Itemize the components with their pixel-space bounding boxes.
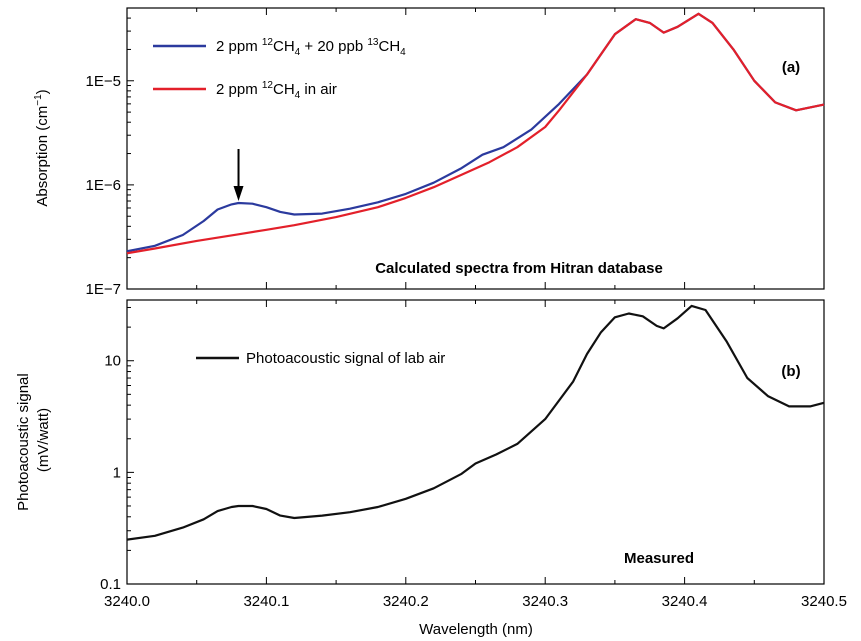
arrow-marker — [233, 149, 244, 201]
panel-b-y-ticks: 0.1 1 10 — [100, 306, 134, 593]
series-line-b-0 — [126, 304, 825, 541]
panel-b-x-ticks: 3240.0 3240.1 3240.2 3240.3 3240.4 3240.5 — [104, 300, 847, 610]
panel-a-label: (a) — [782, 59, 800, 76]
x-tick-label: 3240.3 — [522, 593, 568, 610]
panel-b-annotation: Measured — [624, 550, 694, 567]
panel-a-x-ticks — [126, 8, 825, 289]
x-tick-label: 3240.4 — [662, 593, 708, 610]
x-tick-label: 3240.1 — [243, 593, 289, 610]
panel-a: 1E−7 1E−6 1E−5 Absorption (cm−1) (a) Calcu… — [33, 7, 825, 298]
y-tick-label: 0.1 — [100, 576, 121, 593]
y-tick-label: 1E−6 — [86, 177, 121, 194]
legend-label-black: Photoacoustic signal of lab air — [246, 350, 445, 367]
y-tick-label: 1E−5 — [86, 73, 121, 90]
legend-label-red: 2 ppm 12CH4 in air — [216, 80, 337, 101]
x-axis-label: Wavelength (nm) — [419, 621, 533, 638]
panel-b-y-axis-label: Photoacoustic signal (mV/watt) — [15, 369, 52, 511]
panel-a-y-axis-label-text: Absorption (cm — [34, 106, 51, 207]
panel-a-annotation: Calculated spectra from Hitran database — [375, 260, 663, 277]
panel-a-y-axis-label: Absorption (cm−1) — [33, 89, 51, 206]
panel-b-y-axis-label-line1: Photoacoustic signal — [15, 373, 32, 511]
panel-b-legend: Photoacoustic signal of lab air — [196, 350, 445, 367]
panel-a-y-axis-label-sup: −1 — [33, 94, 44, 106]
y-tick-label: 1 — [113, 464, 121, 481]
x-tick-label: 3240.0 — [104, 593, 150, 610]
arrow-head — [233, 186, 244, 201]
panel-a-y-ticks: 1E−7 1E−6 1E−5 — [86, 7, 134, 298]
legend-label-blue: 2 ppm 12CH4 + 20 ppb 13CH4 — [216, 37, 406, 58]
panel-b-lines — [126, 304, 825, 541]
series-line-a-1 — [126, 12, 825, 255]
panel-a-y-axis-label-end: ) — [34, 89, 51, 94]
panel-a-legend: 2 ppm 12CH4 + 20 ppb 13CH4 2 ppm 12CH4 i… — [153, 37, 406, 101]
panel-b-frame — [126, 299, 825, 585]
x-tick-label: 3240.5 — [801, 593, 847, 610]
y-tick-label: 1E−7 — [86, 281, 121, 298]
panel-b-label: (b) — [781, 363, 800, 380]
panel-b-y-axis-label-line2: (mV/watt) — [35, 408, 52, 472]
x-tick-label: 3240.2 — [383, 593, 429, 610]
panel-a-lines — [126, 12, 825, 255]
y-tick-label: 10 — [104, 353, 121, 370]
